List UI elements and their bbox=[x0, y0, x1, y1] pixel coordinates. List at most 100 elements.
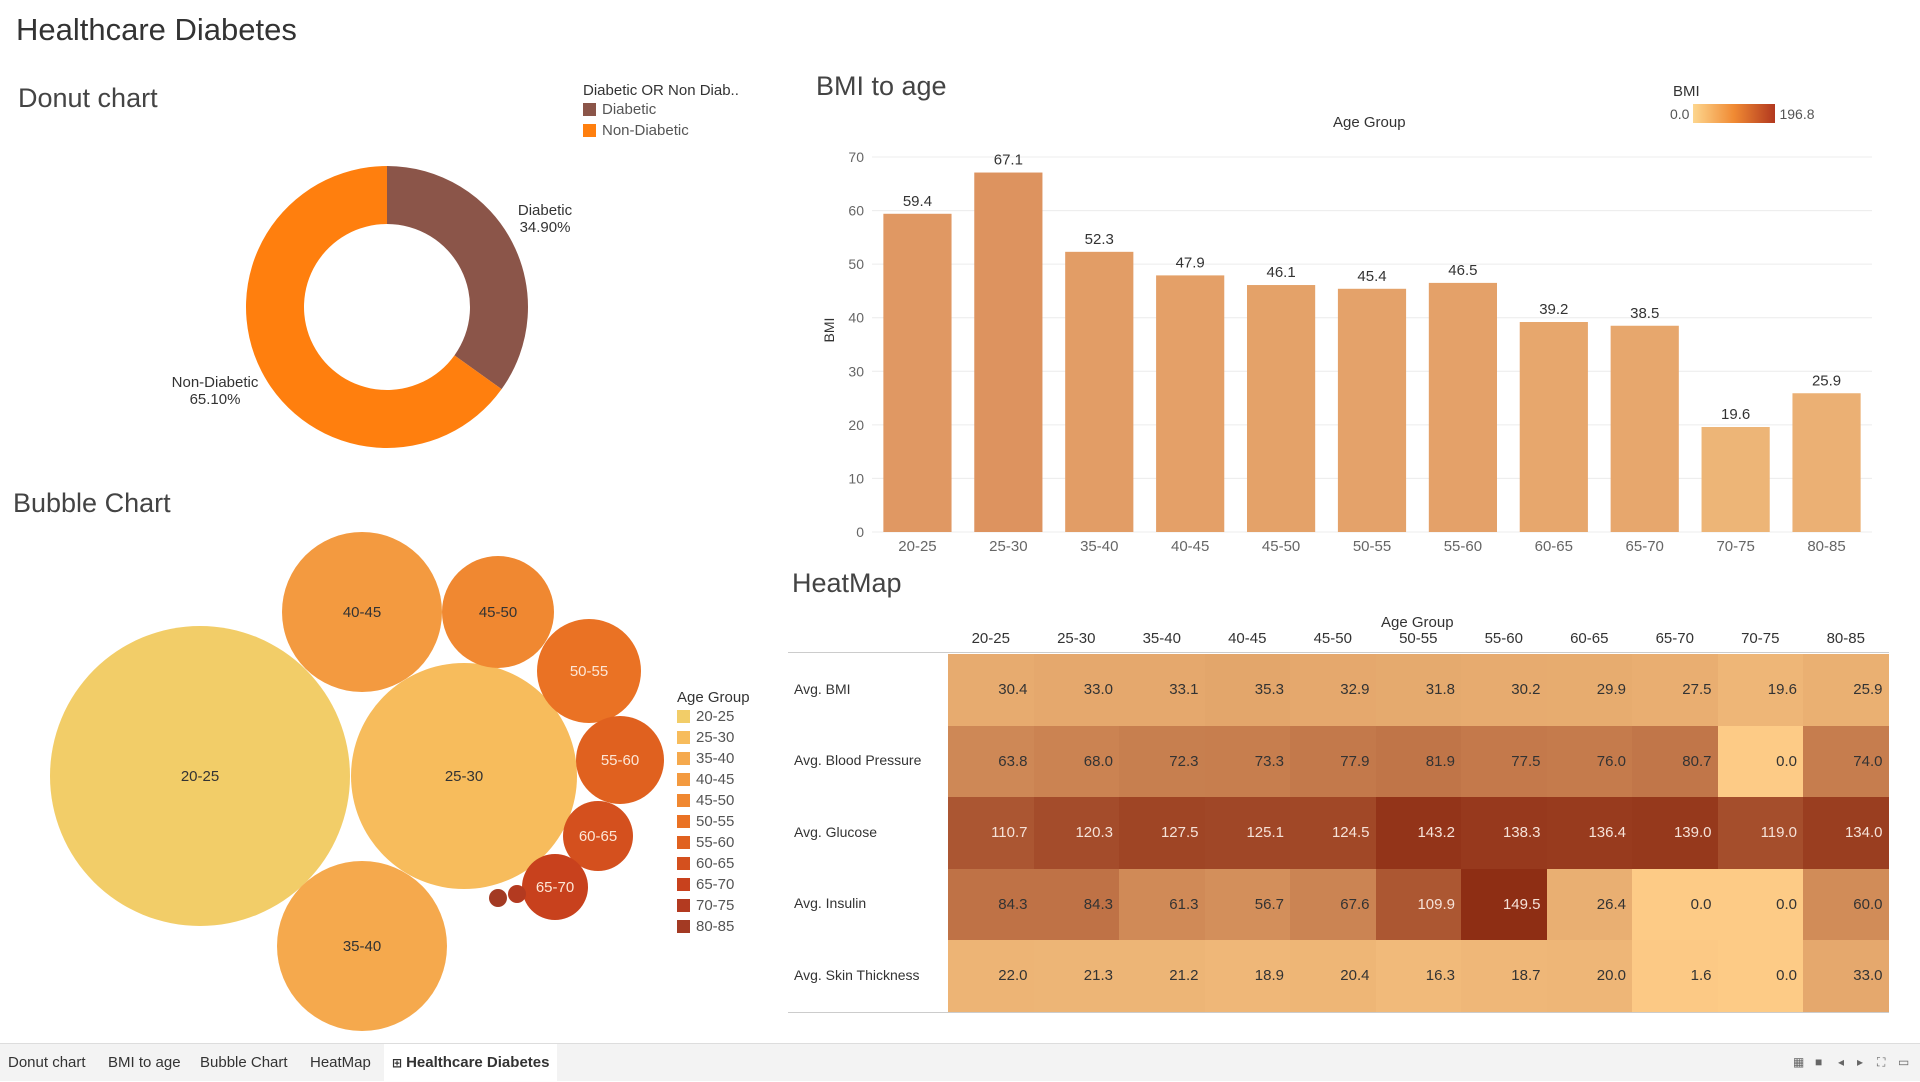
heatmap-cell[interactable]: 139.0 bbox=[1632, 797, 1718, 869]
heatmap-cell[interactable]: 1.6 bbox=[1632, 940, 1718, 1012]
bubble[interactable] bbox=[508, 885, 526, 903]
bubble[interactable] bbox=[522, 854, 588, 920]
heatmap-cell[interactable]: 35.3 bbox=[1204, 654, 1290, 726]
bmi-bar[interactable] bbox=[1065, 251, 1134, 533]
tab-bubble-chart[interactable]: Bubble Chart bbox=[200, 1054, 288, 1071]
heatmap-cell[interactable]: 76.0 bbox=[1546, 725, 1632, 797]
scroll-left-icon[interactable]: ◂ bbox=[1838, 1055, 1845, 1069]
heatmap-cell[interactable]: 33.1 bbox=[1119, 654, 1205, 726]
bubble-legend-item[interactable]: 65-70 bbox=[677, 874, 750, 895]
heatmap-cell[interactable]: 109.9 bbox=[1375, 868, 1461, 940]
heatmap-cell[interactable]: 77.5 bbox=[1461, 725, 1547, 797]
donut-legend-item[interactable]: Non-Diabetic bbox=[583, 120, 739, 141]
heatmap-cell[interactable]: 63.8 bbox=[948, 725, 1034, 797]
heatmap-cell[interactable]: 21.3 bbox=[1033, 940, 1119, 1012]
heatmap-cell[interactable]: 22.0 bbox=[948, 940, 1034, 1012]
heatmap-cell[interactable]: 56.7 bbox=[1204, 868, 1290, 940]
bubble-legend-item[interactable]: 25-30 bbox=[677, 727, 750, 748]
bubble-legend-item[interactable]: 40-45 bbox=[677, 769, 750, 790]
heatmap-cell[interactable]: 67.6 bbox=[1290, 868, 1376, 940]
bmi-bar-chart[interactable]: 0 10 20 30 40 50 60 70 BMI 59.4 20-25 67.1 25-30 52.3… bbox=[810, 140, 1875, 560]
bmi-bar[interactable] bbox=[883, 213, 952, 532]
bubble[interactable] bbox=[563, 801, 633, 871]
heatmap-cell[interactable]: 0.0 bbox=[1717, 868, 1803, 940]
tab-bmi-to-age[interactable]: BMI to age bbox=[108, 1054, 181, 1071]
bmi-bar[interactable] bbox=[974, 172, 1043, 532]
tab-donut-chart[interactable]: Donut chart bbox=[8, 1054, 86, 1071]
grid-view-icon[interactable]: ▦ bbox=[1793, 1055, 1805, 1069]
heatmap-cell[interactable]: 21.2 bbox=[1119, 940, 1205, 1012]
heatmap-cell[interactable]: 134.0 bbox=[1803, 797, 1889, 869]
bubble[interactable] bbox=[277, 861, 447, 1031]
bmi-bar[interactable] bbox=[1792, 393, 1861, 532]
heatmap-cell[interactable]: 84.3 bbox=[1033, 868, 1119, 940]
heatmap-cell[interactable]: 81.9 bbox=[1375, 725, 1461, 797]
heatmap-cell[interactable]: 125.1 bbox=[1204, 797, 1290, 869]
heatmap-cell[interactable]: 136.4 bbox=[1546, 797, 1632, 869]
heatmap-cell[interactable]: 27.5 bbox=[1632, 654, 1718, 726]
heatmap-cell[interactable]: 119.0 bbox=[1717, 797, 1803, 869]
bubble[interactable] bbox=[489, 889, 507, 907]
bubble[interactable] bbox=[282, 532, 442, 692]
bubble-legend-item[interactable]: 45-50 bbox=[677, 790, 750, 811]
heatmap-cell[interactable]: 127.5 bbox=[1119, 797, 1205, 869]
bmi-bar[interactable] bbox=[1701, 427, 1770, 532]
heatmap-cell[interactable]: 32.9 bbox=[1290, 654, 1376, 726]
heatmap-cell[interactable]: 0.0 bbox=[1632, 868, 1718, 940]
heatmap-cell[interactable]: 68.0 bbox=[1033, 725, 1119, 797]
heatmap-cell[interactable]: 20.0 bbox=[1546, 940, 1632, 1012]
heatmap-cell[interactable]: 33.0 bbox=[1033, 654, 1119, 726]
bmi-bar[interactable] bbox=[1247, 285, 1316, 532]
tab-healthcare-diabetes[interactable]: ⊞ Healthcare Diabetes bbox=[384, 1044, 558, 1081]
heatmap-cell[interactable]: 138.3 bbox=[1461, 797, 1547, 869]
heatmap-cell[interactable]: 30.4 bbox=[948, 654, 1034, 726]
bubble-legend-item[interactable]: 80-85 bbox=[677, 916, 750, 937]
heatmap-cell[interactable]: 31.8 bbox=[1375, 654, 1461, 726]
bmi-bar[interactable] bbox=[1156, 275, 1225, 532]
bubble[interactable] bbox=[537, 619, 641, 723]
heatmap-cell[interactable]: 33.0 bbox=[1803, 940, 1889, 1012]
bmi-bar[interactable] bbox=[1428, 282, 1497, 532]
bubble-legend-item[interactable]: 20-25 bbox=[677, 706, 750, 727]
heatmap-table[interactable]: 20-25 25-30 35-40 40-45 45-50 50-55 55-60 60-65… bbox=[788, 630, 1889, 1013]
bubble[interactable] bbox=[442, 556, 554, 668]
bubble[interactable] bbox=[576, 716, 664, 804]
heatmap-cell[interactable]: 29.9 bbox=[1546, 654, 1632, 726]
heatmap-cell[interactable]: 16.3 bbox=[1375, 940, 1461, 1012]
heatmap-cell[interactable]: 80.7 bbox=[1632, 725, 1718, 797]
heatmap-cell[interactable]: 26.4 bbox=[1546, 868, 1632, 940]
fullscreen-icon[interactable]: ⛶ bbox=[1877, 1055, 1886, 1069]
heatmap-cell[interactable]: 0.0 bbox=[1717, 940, 1803, 1012]
bubble-chart[interactable]: 20-25 25-30 35-40 40-45 45-50 50-55 55-60 60-65… bbox=[0, 520, 680, 1040]
heatmap-cell[interactable]: 149.5 bbox=[1461, 868, 1547, 940]
donut-slice-non-diabetic[interactable] bbox=[245, 166, 502, 448]
heatmap-cell[interactable]: 84.3 bbox=[948, 868, 1034, 940]
heatmap-cell[interactable]: 74.0 bbox=[1803, 725, 1889, 797]
heatmap-cell[interactable]: 25.9 bbox=[1803, 654, 1889, 726]
bubble[interactable] bbox=[50, 626, 350, 926]
heatmap-cell[interactable]: 120.3 bbox=[1033, 797, 1119, 869]
bubble-legend-item[interactable]: 55-60 bbox=[677, 832, 750, 853]
bubble-legend-item[interactable]: 70-75 bbox=[677, 895, 750, 916]
heatmap-cell[interactable]: 0.0 bbox=[1717, 725, 1803, 797]
heatmap-cell[interactable]: 72.3 bbox=[1119, 725, 1205, 797]
present-icon[interactable]: ▭ bbox=[1898, 1055, 1910, 1069]
bmi-bar[interactable] bbox=[1610, 325, 1679, 532]
bubble[interactable] bbox=[351, 663, 577, 889]
bmi-bar[interactable] bbox=[1519, 322, 1588, 532]
bubble-legend-item[interactable]: 50-55 bbox=[677, 811, 750, 832]
heatmap-cell[interactable]: 18.7 bbox=[1461, 940, 1547, 1012]
heatmap-cell[interactable]: 124.5 bbox=[1290, 797, 1376, 869]
tab-heatmap[interactable]: HeatMap bbox=[310, 1054, 371, 1071]
list-view-icon[interactable]: ■ bbox=[1815, 1055, 1823, 1069]
heatmap-cell[interactable]: 60.0 bbox=[1803, 868, 1889, 940]
heatmap-cell[interactable]: 20.4 bbox=[1290, 940, 1376, 1012]
heatmap-cell[interactable]: 19.6 bbox=[1717, 654, 1803, 726]
donut-slice-diabetic[interactable] bbox=[387, 166, 528, 390]
heatmap-cell[interactable]: 110.7 bbox=[948, 797, 1034, 869]
bmi-bar[interactable] bbox=[1337, 288, 1407, 532]
heatmap-cell[interactable]: 143.2 bbox=[1375, 797, 1461, 869]
scroll-right-icon[interactable]: ▸ bbox=[1857, 1055, 1864, 1069]
heatmap-cell[interactable]: 30.2 bbox=[1461, 654, 1547, 726]
heatmap-cell[interactable]: 61.3 bbox=[1119, 868, 1205, 940]
